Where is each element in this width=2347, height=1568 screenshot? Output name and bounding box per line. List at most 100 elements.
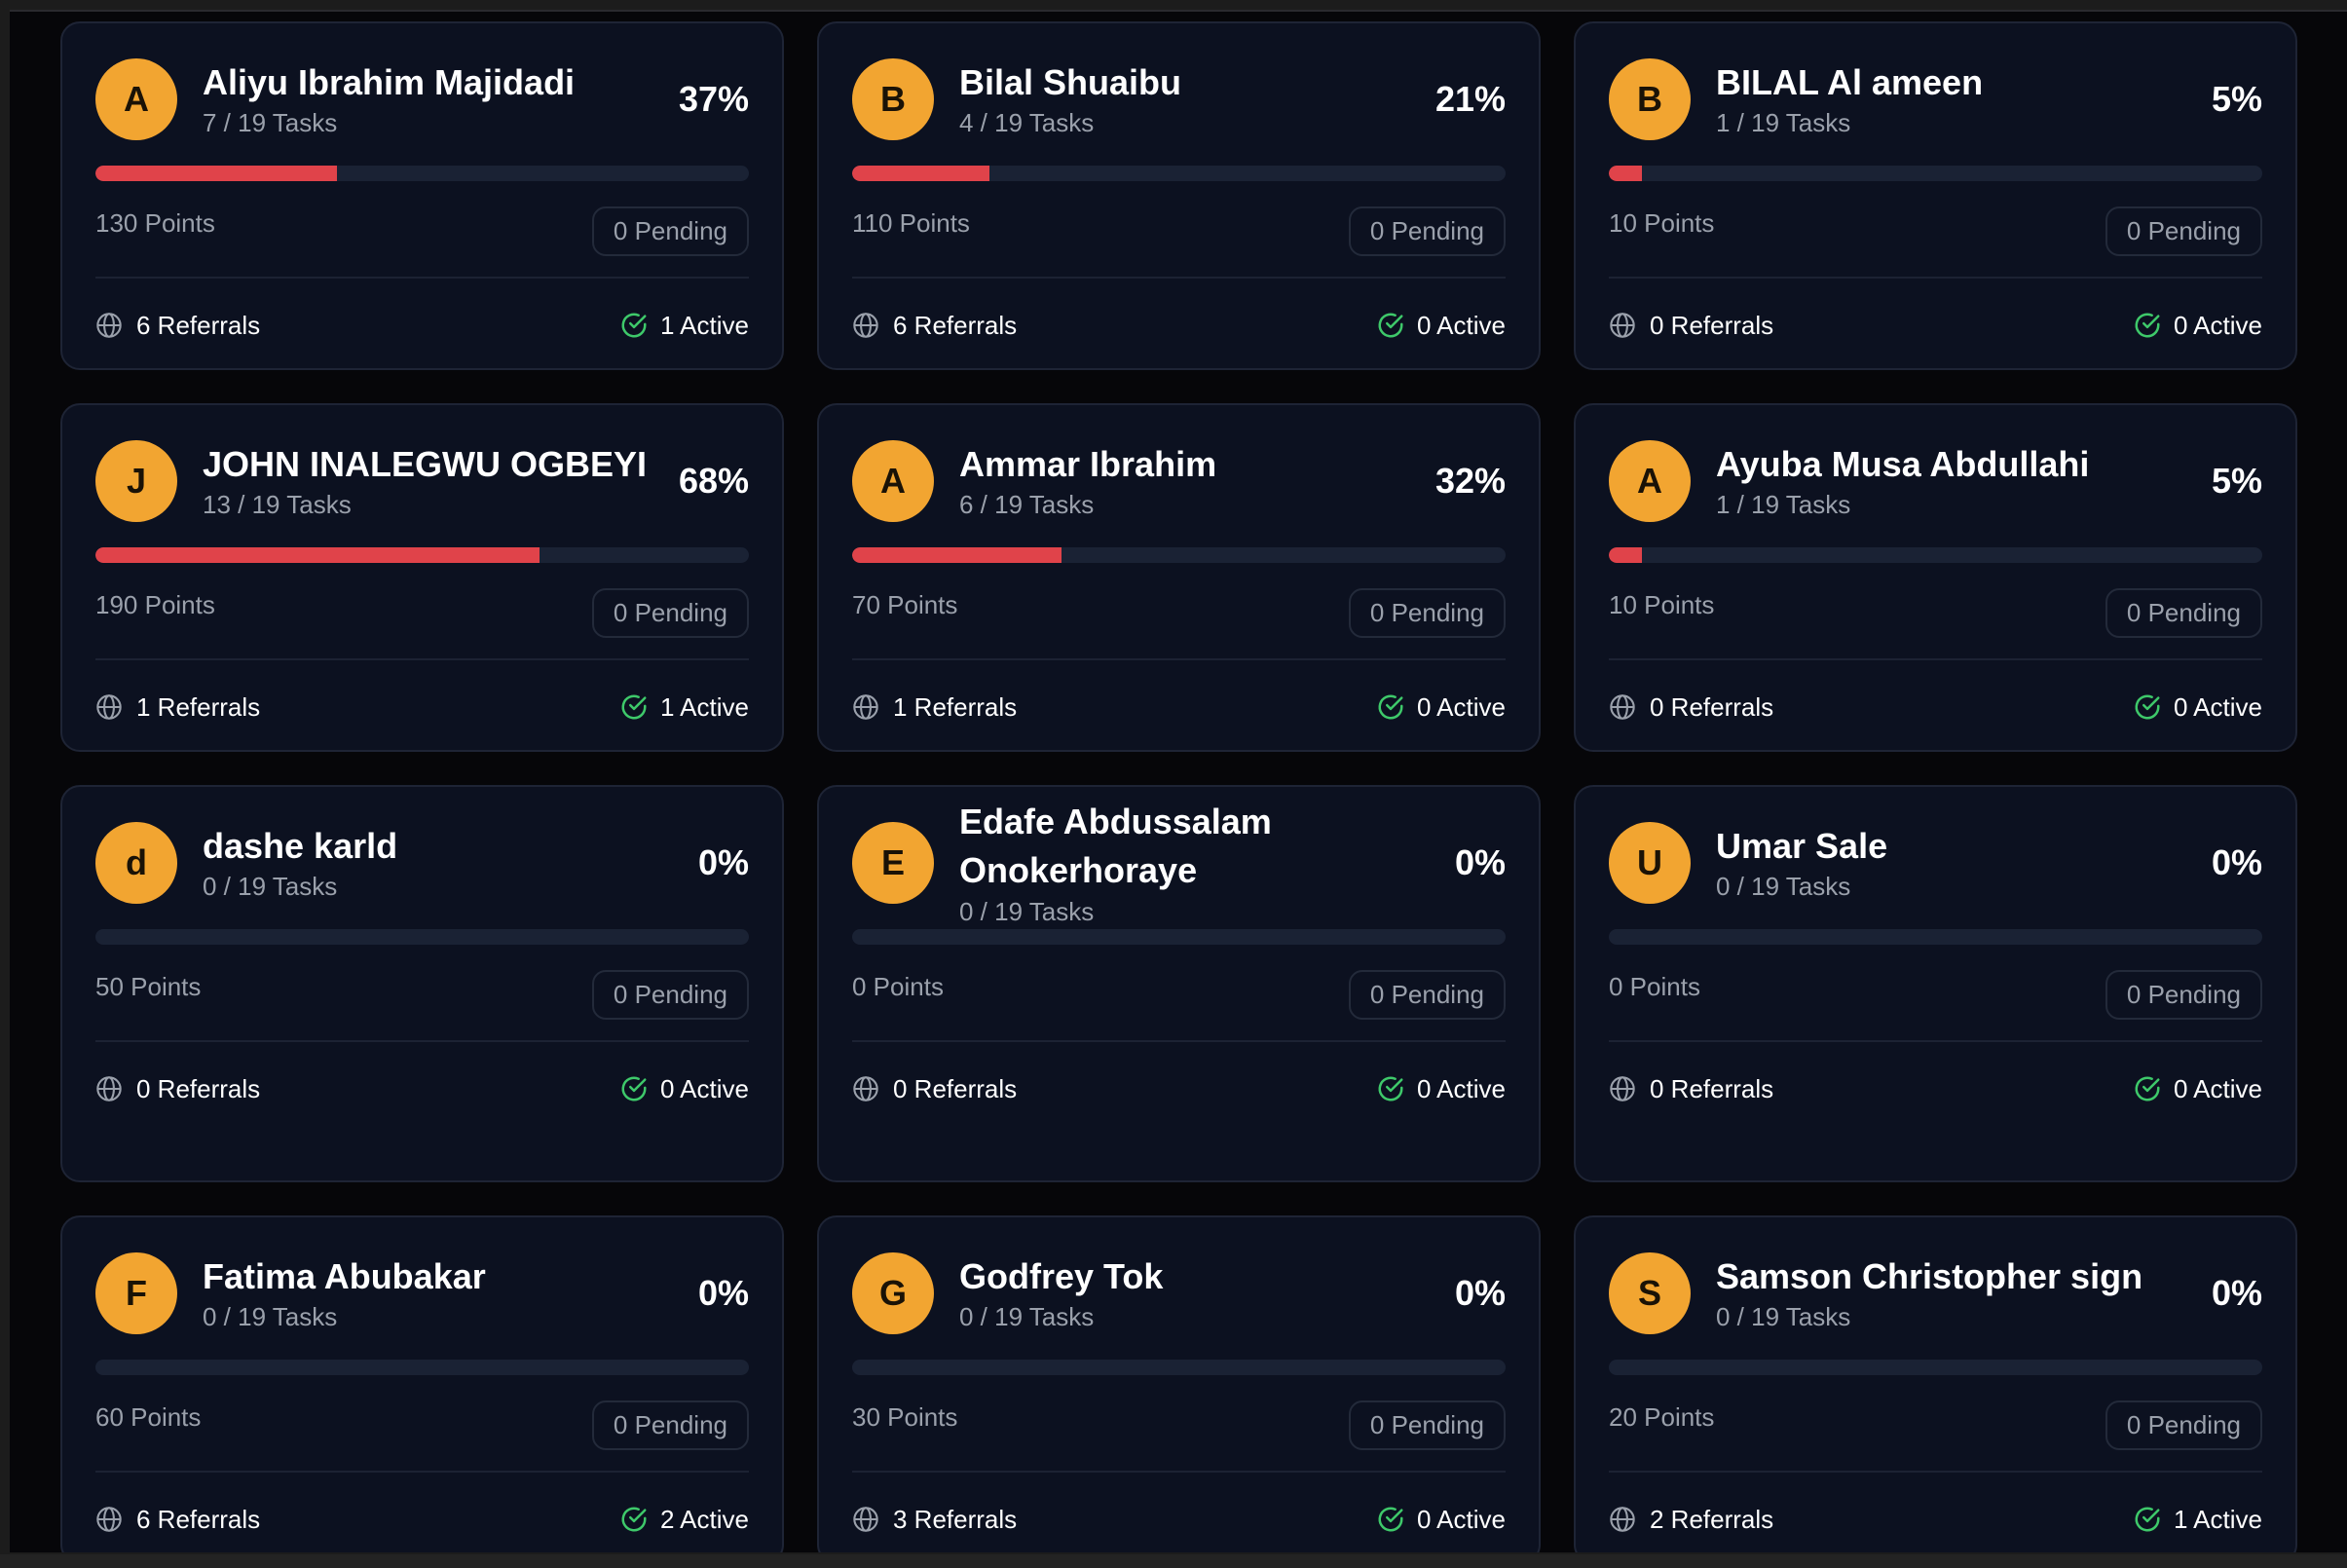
check-circle-icon [621, 313, 647, 338]
active-count: 0 Active [2173, 1073, 2262, 1103]
member-card[interactable]: F Fatima Abubakar 0 / 19 Tasks 0% 60 Poi… [60, 1215, 784, 1552]
member-card[interactable]: U Umar Sale 0 / 19 Tasks 0% 0 Points 0 P… [1574, 785, 2297, 1182]
active-count: 1 Active [659, 310, 749, 340]
points-row: 130 Points 0 Pending [95, 205, 749, 257]
progress-bar [1609, 166, 2262, 181]
globe-icon [1610, 1507, 1635, 1532]
member-card[interactable]: J JOHN INALEGWU OGBEYI 13 / 19 Tasks 68%… [60, 403, 784, 752]
globe-icon [96, 1076, 122, 1101]
card-footer: 6 Referrals 1 Active [95, 308, 749, 343]
task-count: 1 / 19 Tasks [1716, 490, 1851, 519]
member-name: Samson Christopher sign [1716, 1256, 2143, 1296]
avatar: A [1609, 440, 1691, 522]
referrals-count: 0 Referrals [1650, 310, 1774, 340]
card-divider [95, 1040, 749, 1042]
card-header: U Umar Sale 0 / 19 Tasks 0% [1609, 822, 2262, 904]
member-name: Umar Sale [1716, 826, 1888, 866]
avatar: G [852, 1252, 934, 1334]
globe-icon [96, 313, 122, 338]
active-stat: 1 Active [2133, 1505, 2262, 1535]
avatar: B [852, 58, 934, 140]
check-circle-icon [1378, 313, 1403, 338]
member-identity: Umar Sale 0 / 19 Tasks [1716, 823, 2194, 903]
card-footer: 0 Referrals 0 Active [1609, 690, 2262, 725]
referrals-count: 6 Referrals [136, 310, 261, 340]
member-card[interactable]: d dashe karld 0 / 19 Tasks 0% 50 Points … [60, 785, 784, 1182]
active-count: 0 Active [2173, 691, 2262, 722]
active-count: 1 Active [2173, 1504, 2262, 1534]
check-circle-icon [2135, 313, 2160, 338]
card-divider [1609, 1471, 2262, 1473]
avatar: F [95, 1252, 177, 1334]
avatar: B [1609, 58, 1691, 140]
points-value: 190 Points [95, 589, 215, 619]
member-identity: Ammar Ibrahim 6 / 19 Tasks [959, 441, 1418, 521]
active-stat: 0 Active [1376, 1074, 1506, 1104]
card-footer: 1 Referrals 0 Active [852, 690, 1506, 725]
task-count: 4 / 19 Tasks [959, 108, 1095, 137]
card-header: B BILAL Al ameen 1 / 19 Tasks 5% [1609, 58, 2262, 140]
referrals-stat: 0 Referrals [1609, 1074, 1773, 1104]
member-name: Ayuba Musa Abdullahi [1716, 444, 2090, 484]
member-card[interactable]: B BILAL Al ameen 1 / 19 Tasks 5% 10 Poin… [1574, 21, 2297, 370]
check-circle-icon [621, 1507, 647, 1532]
points-value: 110 Points [852, 207, 970, 238]
card-divider [1609, 658, 2262, 660]
member-identity: Edafe Abdussalam Onokerhoraye 0 / 19 Tas… [959, 798, 1437, 928]
points-row: 10 Points 0 Pending [1609, 205, 2262, 257]
active-stat: 0 Active [1376, 311, 1506, 341]
card-footer: 0 Referrals 0 Active [1609, 1071, 2262, 1106]
member-card[interactable]: E Edafe Abdussalam Onokerhoraye 0 / 19 T… [817, 785, 1541, 1182]
pending-badge: 0 Pending [1348, 587, 1506, 638]
member-name: BILAL Al ameen [1716, 62, 1984, 102]
progress-bar [95, 929, 749, 945]
member-card[interactable]: A Ayuba Musa Abdullahi 1 / 19 Tasks 5% 1… [1574, 403, 2297, 752]
card-header: A Ayuba Musa Abdullahi 1 / 19 Tasks 5% [1609, 440, 2262, 522]
progress-bar-fill [1609, 166, 1642, 181]
active-stat: 0 Active [1376, 692, 1506, 723]
member-card[interactable]: S Samson Christopher sign 0 / 19 Tasks 0… [1574, 1215, 2297, 1552]
check-circle-icon [1378, 694, 1403, 720]
points-row: 190 Points 0 Pending [95, 586, 749, 639]
progress-bar-fill [95, 166, 338, 181]
member-identity: Samson Christopher sign 0 / 19 Tasks [1716, 1253, 2194, 1333]
referrals-count: 1 Referrals [893, 691, 1018, 722]
points-value: 50 Points [95, 971, 202, 1001]
member-card[interactable]: A Ammar Ibrahim 6 / 19 Tasks 32% 70 Poin… [817, 403, 1541, 752]
progress-percent: 5% [2211, 461, 2262, 501]
member-card[interactable]: G Godfrey Tok 0 / 19 Tasks 0% 30 Points … [817, 1215, 1541, 1552]
avatar: d [95, 822, 177, 904]
points-value: 0 Points [1609, 971, 1700, 1001]
active-stat: 0 Active [2133, 1074, 2262, 1104]
task-count: 0 / 19 Tasks [1716, 1302, 1851, 1331]
pending-badge: 0 Pending [591, 205, 749, 256]
active-count: 0 Active [1416, 310, 1506, 340]
pending-badge: 0 Pending [1348, 1400, 1506, 1450]
check-circle-icon [1378, 1507, 1403, 1532]
card-header: A Aliyu Ibrahim Majidadi 7 / 19 Tasks 37… [95, 58, 749, 140]
task-count: 13 / 19 Tasks [203, 490, 352, 519]
window-bottom-bar [0, 1554, 2347, 1568]
points-value: 30 Points [852, 1401, 958, 1432]
progress-percent: 32% [1434, 461, 1506, 501]
pending-badge: 0 Pending [1348, 969, 1506, 1020]
card-header: F Fatima Abubakar 0 / 19 Tasks 0% [95, 1252, 749, 1334]
member-card[interactable]: A Aliyu Ibrahim Majidadi 7 / 19 Tasks 37… [60, 21, 784, 370]
points-row: 20 Points 0 Pending [1609, 1399, 2262, 1451]
globe-icon [853, 1076, 878, 1101]
progress-percent: 37% [678, 79, 749, 119]
member-card[interactable]: B Bilal Shuaibu 4 / 19 Tasks 21% 110 Poi… [817, 21, 1541, 370]
member-identity: Fatima Abubakar 0 / 19 Tasks [203, 1253, 681, 1333]
referrals-stat: 0 Referrals [852, 1074, 1017, 1104]
check-circle-icon [621, 1076, 647, 1101]
progress-percent: 5% [2211, 79, 2262, 119]
card-divider [852, 1040, 1506, 1042]
task-count: 6 / 19 Tasks [959, 490, 1095, 519]
avatar: J [95, 440, 177, 522]
pending-badge: 0 Pending [591, 969, 749, 1020]
points-row: 0 Points 0 Pending [1609, 968, 2262, 1021]
pending-badge: 0 Pending [2105, 969, 2262, 1020]
points-row: 70 Points 0 Pending [852, 586, 1506, 639]
referrals-stat: 1 Referrals [852, 692, 1017, 723]
globe-icon [853, 1507, 878, 1532]
